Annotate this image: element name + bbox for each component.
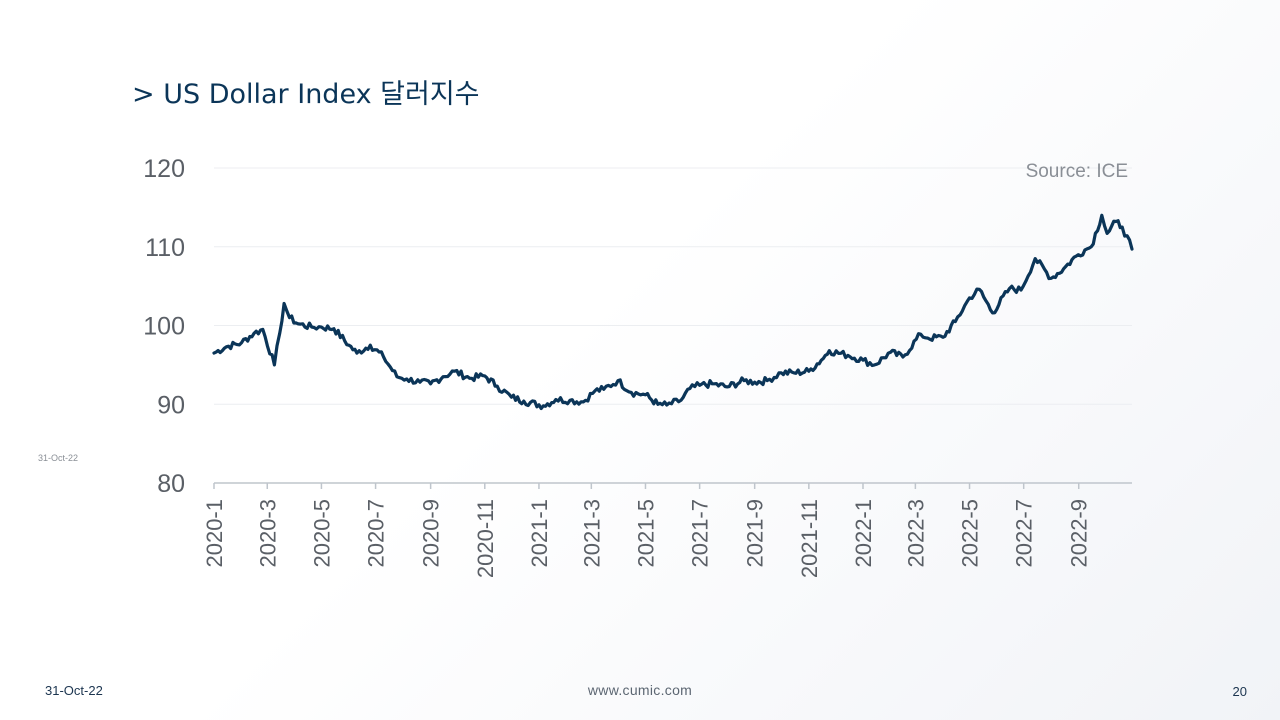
footer-url[interactable]: www.cumic.com [587, 682, 693, 698]
x-tick-label: 2020-11 [473, 499, 498, 578]
x-tick-label: 2021-11 [797, 499, 822, 578]
x-tick-label: 2020-5 [309, 499, 334, 568]
x-axis [213, 482, 1132, 489]
footer-date: 31-Oct-22 [45, 683, 103, 698]
x-tick-label: 2022-9 [1067, 499, 1092, 568]
side-date-label: 31-Oct-22 [38, 453, 79, 463]
grid-lines [214, 167, 1132, 405]
y-tick-label: 90 [157, 391, 185, 419]
x-tick-label: 2022-1 [851, 499, 876, 568]
x-tick-label: 2022-7 [1012, 499, 1037, 568]
page-number: 20 [1232, 684, 1247, 699]
y-tick-label: 120 [143, 155, 185, 183]
x-tick-label: 2020-9 [419, 499, 444, 568]
x-tick-label: 2021-7 [688, 499, 713, 568]
x-tick-label: 2020-7 [364, 499, 389, 568]
y-tick-label: 100 [143, 313, 185, 341]
x-tick-label: 2021-5 [633, 499, 658, 568]
y-tick-labels: 80 90 100 110 120 [143, 155, 185, 498]
y-tick-label: 80 [157, 470, 185, 498]
x-tick-label: 2020-1 [202, 499, 227, 568]
x-tick-label: 2022-5 [958, 499, 983, 568]
x-tick-label: 2022-3 [903, 499, 928, 568]
x-tick-label: 2021-1 [527, 499, 552, 568]
y-tick-label: 110 [145, 234, 185, 262]
x-tick-label: 2021-9 [743, 499, 768, 568]
source-label: Source: ICE [1026, 161, 1128, 182]
page-title: > US Dollar Index 달러지수 [132, 79, 480, 110]
series-line [212, 213, 1134, 411]
x-tick-labels: 2020-1 2020-3 2020-5 2020-7 2020-9 2020-11 202… [202, 499, 1092, 578]
x-tick-label: 2021-3 [579, 499, 604, 568]
x-tick-label: 2020-3 [255, 499, 280, 568]
